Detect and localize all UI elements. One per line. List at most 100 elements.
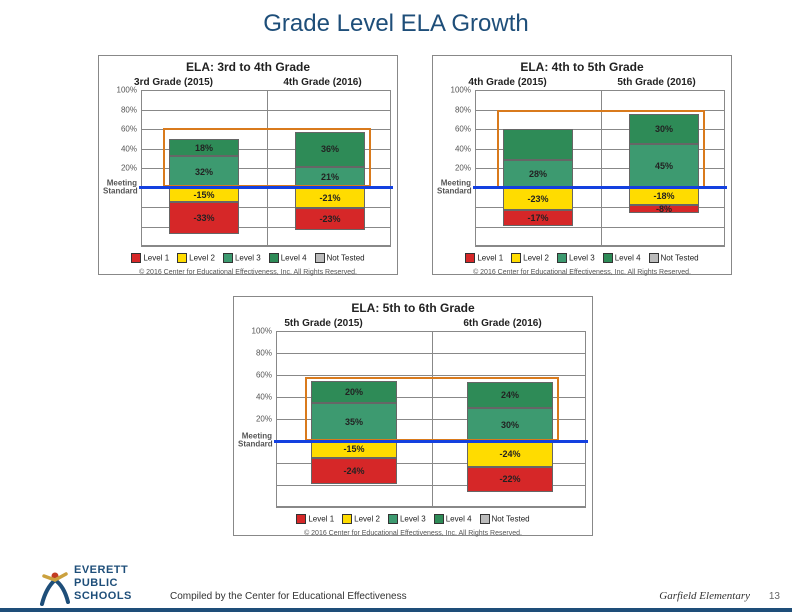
meeting-standard-label: Meeting Standard: [238, 433, 276, 450]
legend-label: Level 2: [189, 253, 215, 262]
legend-label: Not Tested: [327, 253, 365, 262]
slide: { "title": "Grade Level ELA Growth", "fo…: [0, 0, 792, 612]
right-year-label: 4th Grade (2016): [248, 76, 397, 90]
legend-copyright: © 2016 Center for Educational Effectiven…: [99, 267, 397, 280]
chart-area: 100%80%60%40%20%Meeting Standard32%18%-1…: [141, 90, 391, 246]
ytick-label: 40%: [256, 393, 276, 402]
seg-value: -18%: [653, 191, 674, 201]
seg-value: -8%: [656, 204, 672, 214]
ytick-label: 40%: [121, 144, 141, 153]
legend-label: Level 4: [281, 253, 307, 262]
baseline-line: [473, 186, 727, 189]
ytick-label: 100%: [451, 86, 475, 95]
chart-title: ELA: 4th to 5th Grade: [433, 56, 731, 76]
highlight-box: [305, 377, 559, 442]
legend-label: Level 1: [477, 253, 503, 262]
seg-value: -33%: [193, 213, 214, 223]
logo: EVERETT PUBLIC SCHOOLS: [32, 560, 152, 606]
gridline-neg: [276, 507, 586, 508]
seg-level1: -33%: [169, 202, 238, 234]
seg-value: -21%: [319, 193, 340, 203]
legend-swatch: [388, 514, 398, 524]
compiled-by: Compiled by the Center for Educational E…: [170, 591, 407, 602]
seg-value: -23%: [527, 194, 548, 204]
chart-title: ELA: 3rd to 4th Grade: [99, 56, 397, 76]
legend-item: Level 4: [269, 249, 307, 267]
seg-value: -23%: [319, 214, 340, 224]
seg-level2: -15%: [311, 441, 397, 458]
legend-row: Level 1 Level 2 Level 3 Level 4 Not Tested: [131, 249, 364, 267]
chart-subtitles: 3rd Grade (2015)4th Grade (2016): [99, 76, 397, 90]
seg-level2: -15%: [169, 188, 238, 203]
seg-level1: -23%: [295, 208, 364, 230]
ytick-label: 60%: [121, 125, 141, 134]
ytick-label: 60%: [455, 125, 475, 134]
seg-level1: -17%: [503, 210, 572, 227]
right-year-label: 6th Grade (2016): [413, 317, 592, 331]
legend-label: Level 3: [400, 514, 426, 523]
legend: Level 1 Level 2 Level 3 Level 4 Not Tested © …: [433, 246, 731, 280]
baseline-line: [139, 186, 393, 189]
seg-value: -24%: [343, 466, 364, 476]
legend-swatch: [269, 253, 279, 263]
chart-subtitles: 4th Grade (2015)5th Grade (2016): [433, 76, 731, 90]
chart-0: ELA: 3rd to 4th Grade3rd Grade (2015)4th…: [98, 55, 398, 275]
ytick-label: 60%: [256, 371, 276, 380]
meeting-standard-label: Meeting Standard: [103, 179, 141, 196]
chart-subtitles: 5th Grade (2015)6th Grade (2016): [234, 317, 592, 331]
legend-label: Level 4: [446, 514, 472, 523]
legend-item: Level 2: [177, 249, 215, 267]
legend-swatch: [131, 253, 141, 263]
legend-swatch: [434, 514, 444, 524]
seg-value: -22%: [499, 474, 520, 484]
legend: Level 1 Level 2 Level 3 Level 4 Not Tested © …: [99, 246, 397, 280]
legend-item: Level 1: [465, 249, 503, 267]
legend-item: Level 1: [131, 249, 169, 267]
highlight-box: [163, 128, 370, 188]
legend-row: Level 1 Level 2 Level 3 Level 4 Not Tested: [296, 510, 529, 528]
page-title: Grade Level ELA Growth: [0, 10, 792, 38]
ytick-label: 80%: [256, 349, 276, 358]
footer-accent-bar: [0, 608, 792, 612]
seg-value: -15%: [193, 190, 214, 200]
seg-level2: -18%: [629, 188, 698, 206]
legend-item: Not Tested: [315, 249, 365, 267]
seg-level2: -24%: [467, 441, 553, 467]
seg-value: -24%: [499, 449, 520, 459]
legend-item: Level 4: [434, 510, 472, 528]
chart-area: 100%80%60%40%20%Meeting Standard28%-23%-…: [475, 90, 725, 246]
legend-row: Level 1 Level 2 Level 3 Level 4 Not Tested: [465, 249, 698, 267]
ytick-label: 100%: [117, 86, 141, 95]
legend-copyright: © 2016 Center for Educational Effectiven…: [433, 267, 731, 280]
chart-2: ELA: 5th to 6th Grade5th Grade (2015)6th…: [233, 296, 593, 536]
logo-text-2: PUBLIC: [74, 577, 118, 589]
legend-label: Level 3: [235, 253, 261, 262]
legend-swatch: [315, 253, 325, 263]
legend-swatch: [342, 514, 352, 524]
ytick-label: 20%: [455, 164, 475, 173]
right-year-label: 5th Grade (2016): [582, 76, 731, 90]
school-name: Garfield Elementary: [659, 590, 750, 602]
legend-item: Level 3: [223, 249, 261, 267]
meeting-standard-label: Meeting Standard: [437, 179, 475, 196]
logo-text-3: SCHOOLS: [74, 590, 132, 602]
legend-label: Level 2: [523, 253, 549, 262]
seg-level2: -21%: [295, 188, 364, 208]
chart-title: ELA: 5th to 6th Grade: [234, 297, 592, 317]
legend-swatch: [296, 514, 306, 524]
legend-label: Level 1: [308, 514, 334, 523]
baseline-line: [274, 440, 588, 443]
legend-label: Level 2: [354, 514, 380, 523]
legend-label: Level 3: [569, 253, 595, 262]
legend-label: Not Tested: [661, 253, 699, 262]
ytick-label: 20%: [256, 415, 276, 424]
highlight-box: [497, 110, 704, 187]
chart-area: 100%80%60%40%20%Meeting Standard35%20%-1…: [276, 331, 586, 507]
legend-swatch: [223, 253, 233, 263]
legend-label: Level 1: [143, 253, 169, 262]
legend-label: Not Tested: [492, 514, 530, 523]
legend-item: Level 4: [603, 249, 641, 267]
page-number: 13: [769, 591, 780, 602]
chart-1: ELA: 4th to 5th Grade4th Grade (2015)5th…: [432, 55, 732, 275]
legend-swatch: [649, 253, 659, 263]
